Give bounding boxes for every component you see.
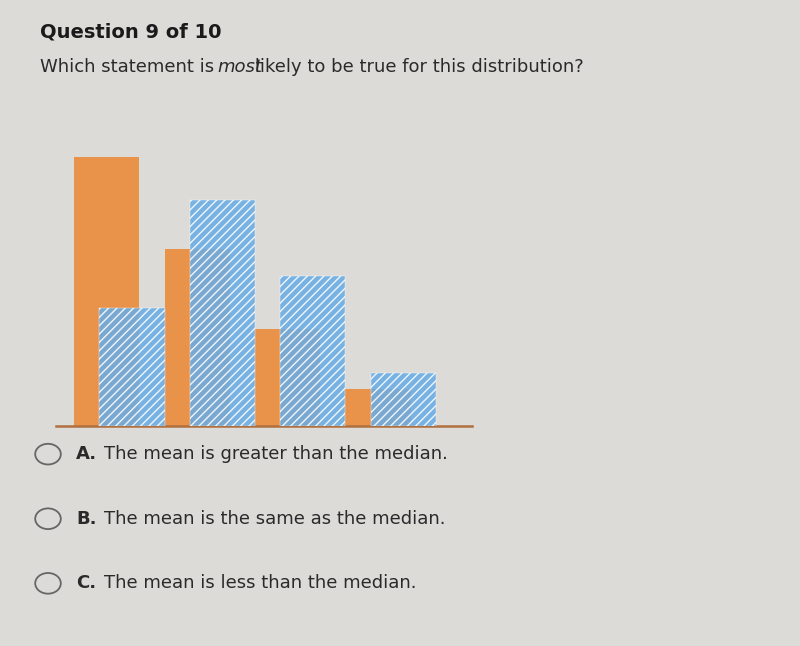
Text: Question 9 of 10: Question 9 of 10 [40,23,222,41]
Bar [255,329,320,426]
Bar [165,249,230,426]
Text: most: most [218,58,262,76]
Bar [370,373,436,426]
Bar [280,276,346,426]
Text: likely to be true for this distribution?: likely to be true for this distribution? [249,58,583,76]
Text: A.: A. [76,445,97,463]
Text: C.: C. [76,574,96,592]
Text: The mean is greater than the median.: The mean is greater than the median. [104,445,448,463]
Bar [190,200,255,426]
Text: The mean is the same as the median.: The mean is the same as the median. [104,510,446,528]
Text: Which statement is: Which statement is [40,58,220,76]
Text: The mean is less than the median.: The mean is less than the median. [104,574,417,592]
Bar [99,308,165,426]
Bar [74,157,139,426]
Bar [346,389,410,426]
Text: B.: B. [76,510,97,528]
